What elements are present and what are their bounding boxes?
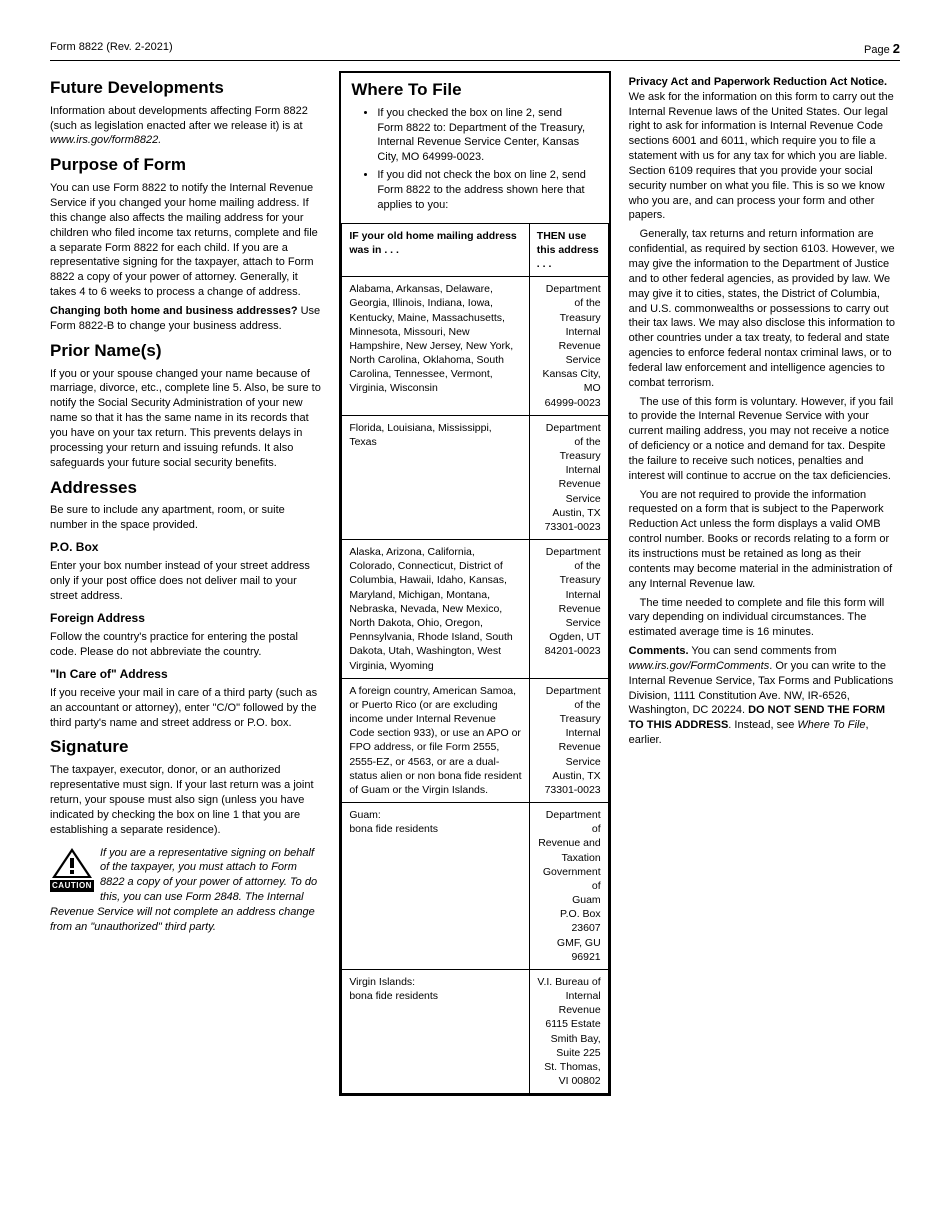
page-indicator: Page 2: [864, 40, 900, 58]
cell-address: Department of the Treasury Internal Reve…: [529, 678, 608, 802]
caution-block: CAUTION If you are a representative sign…: [50, 846, 321, 939]
heading-addresses: Addresses: [50, 477, 321, 500]
para-prior-names: If you or your spouse changed your name …: [50, 367, 321, 471]
para-privacy-notice: Privacy Act and Paperwork Reduction Act …: [629, 75, 900, 223]
para-addresses: Be sure to include any apartment, room, …: [50, 503, 321, 533]
cell-address: Department of the Treasury Internal Reve…: [529, 540, 608, 679]
form-reference: Form 8822 (Rev. 2-2021): [50, 40, 173, 58]
table-row: Guam: bona fide residentsDepartment of R…: [342, 803, 608, 970]
table-row: Virgin Islands: bona fide residentsV.I. …: [342, 969, 608, 1093]
heading-signature: Signature: [50, 736, 321, 759]
para-time: The time needed to complete and file thi…: [629, 596, 900, 641]
bullet-not-checked: If you did not check the box on line 2, …: [377, 168, 588, 213]
cell-states: Alaska, Arizona, California, Colorado, C…: [342, 540, 529, 679]
table-row: Alabama, Arkansas, Delaware, Georgia, Il…: [342, 277, 608, 416]
cell-address: Department of the Treasury Internal Reve…: [529, 415, 608, 539]
caution-icon: CAUTION: [50, 846, 94, 893]
table-header-states: IF your old home mailing address was in …: [342, 223, 529, 277]
caution-label: CAUTION: [50, 880, 94, 893]
table-row: A foreign country, American Samoa, or Pu…: [342, 678, 608, 802]
cell-address: Department of Revenue and Taxation Gover…: [529, 803, 608, 970]
cell-states: A foreign country, American Samoa, or Pu…: [342, 678, 529, 802]
where-to-file-bullets: If you checked the box on line 2, send F…: [355, 106, 588, 213]
table-header-address: THEN use this address . . .: [529, 223, 608, 277]
para-comments: Comments. You can send comments from www…: [629, 644, 900, 748]
table-row: Alaska, Arizona, California, Colorado, C…: [342, 540, 608, 679]
heading-foreign-address: Foreign Address: [50, 610, 321, 626]
column-left: Future Developments Information about de…: [50, 71, 321, 1104]
heading-prior-names: Prior Name(s): [50, 340, 321, 363]
content-columns: Future Developments Information about de…: [50, 71, 900, 1104]
para-in-care-of: If you receive your mail in care of a th…: [50, 686, 321, 731]
para-pra: You are not required to provide the info…: [629, 488, 900, 592]
para-foreign-address: Follow the country's practice for enteri…: [50, 630, 321, 660]
where-to-file-box: Where To File If you checked the box on …: [339, 71, 610, 1096]
table-row: Florida, Louisiana, Mississippi, TexasDe…: [342, 415, 608, 539]
cell-states: Virgin Islands: bona fide residents: [342, 969, 529, 1093]
heading-future-developments: Future Developments: [50, 77, 321, 100]
para-future-developments: Information about developments affecting…: [50, 104, 321, 149]
para-voluntary: The use of this form is voluntary. Howev…: [629, 395, 900, 484]
cell-states: Florida, Louisiana, Mississippi, Texas: [342, 415, 529, 539]
cell-states: Alabama, Arkansas, Delaware, Georgia, Il…: [342, 277, 529, 416]
bullet-checked: If you checked the box on line 2, send F…: [377, 106, 588, 165]
cell-states: Guam: bona fide residents: [342, 803, 529, 970]
para-changing-both: Changing both home and business addresse…: [50, 304, 321, 334]
heading-purpose: Purpose of Form: [50, 154, 321, 177]
address-table: IF your old home mailing address was in …: [341, 223, 608, 1095]
cell-address: Department of the Treasury Internal Reve…: [529, 277, 608, 416]
para-confidential: Generally, tax returns and return inform…: [629, 227, 900, 390]
page-header: Form 8822 (Rev. 2-2021) Page 2: [50, 40, 900, 61]
heading-where-to-file: Where To File: [351, 79, 598, 102]
para-signature: The taxpayer, executor, donor, or an aut…: [50, 763, 321, 837]
column-right: Privacy Act and Paperwork Reduction Act …: [629, 71, 900, 1104]
cell-address: V.I. Bureau of Internal Revenue 6115 Est…: [529, 969, 608, 1093]
para-purpose: You can use Form 8822 to notify the Inte…: [50, 181, 321, 300]
column-middle: Where To File If you checked the box on …: [339, 71, 610, 1104]
heading-in-care-of: "In Care of" Address: [50, 666, 321, 682]
para-po-box: Enter your box number instead of your st…: [50, 559, 321, 604]
heading-po-box: P.O. Box: [50, 539, 321, 555]
